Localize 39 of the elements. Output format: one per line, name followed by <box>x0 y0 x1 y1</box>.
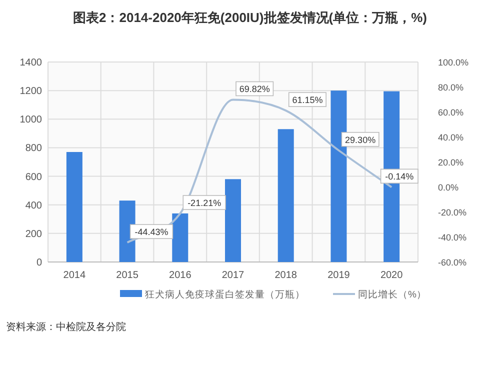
y2-tick-label: 100.0% <box>438 58 469 68</box>
x-tick-label: 2014 <box>63 270 86 281</box>
y2-tick-label: 0.0% <box>438 182 459 192</box>
bar <box>66 152 82 262</box>
legend-label: 狂犬病人免疫球蛋白签发量（万瓶） <box>145 288 305 300</box>
x-tick-label: 2015 <box>116 270 139 281</box>
y2-tick-label: -60.0% <box>438 258 467 268</box>
y2-tick-label: 20.0% <box>438 158 464 168</box>
y2-tick-label: 60.0% <box>438 108 464 118</box>
x-tick-label: 2018 <box>274 270 298 281</box>
data-label: 61.15% <box>292 95 323 106</box>
text: 资料来源：中检院及各分院 <box>6 321 126 333</box>
y-tick-label: 400 <box>25 200 42 212</box>
y-tick-label: 800 <box>25 143 42 154</box>
y-tick-label: 0 <box>36 258 42 268</box>
y2-tick-label: -20.0% <box>438 208 467 218</box>
data-label: 69.82% <box>239 84 270 94</box>
y-tick-label: 1000 <box>20 114 42 126</box>
legend-label: 同比增长（%） <box>358 288 426 300</box>
y-tick-label: 200 <box>25 228 42 240</box>
y-tick-label: 1200 <box>20 86 42 98</box>
x-tick-label: 2017 <box>222 270 245 281</box>
bar <box>172 213 188 262</box>
bar <box>225 179 241 262</box>
bar <box>278 129 294 262</box>
x-tick-label: 2016 <box>169 270 192 281</box>
y2-tick-label: 40.0% <box>438 132 464 142</box>
chart-title: 图表2：2014-2020年狂免(200IU)批签发情况(单位：万瓶，%) <box>73 10 427 25</box>
bar <box>330 90 347 262</box>
x-tick-label: 2019 <box>328 270 350 281</box>
data-label: 29.30% <box>345 134 376 145</box>
data-label: -21.21% <box>188 198 222 208</box>
y-tick-label: 1400 <box>20 58 42 68</box>
y2-tick-label: -40.0% <box>438 232 467 242</box>
data-label: -44.43% <box>134 227 168 238</box>
y-tick-label: 600 <box>25 172 42 183</box>
data-label: -0.14% <box>385 172 414 182</box>
x-tick-label: 2020 <box>380 270 404 281</box>
y2-tick-label: 80.0% <box>438 82 464 92</box>
